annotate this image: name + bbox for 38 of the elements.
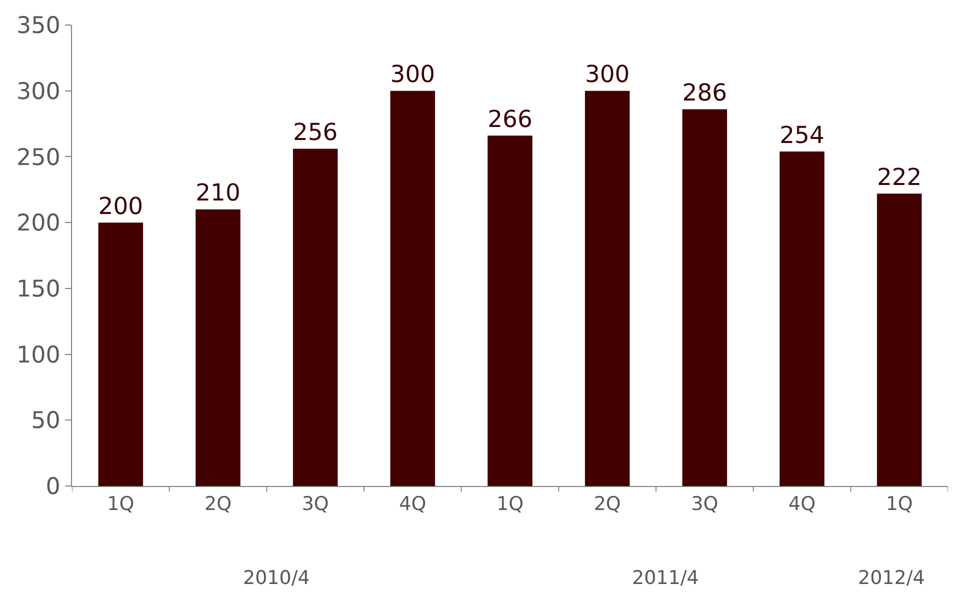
x-tick-label: 2Q xyxy=(594,492,621,515)
data-label: 286 xyxy=(682,78,728,107)
y-tick-label: 100 xyxy=(16,342,60,368)
data-label: 200 xyxy=(98,192,144,220)
bar xyxy=(390,90,436,486)
data-label: 254 xyxy=(780,120,824,149)
text: 2012/4 xyxy=(858,567,925,589)
x-tick-label: 1Q xyxy=(107,492,134,515)
x-tick-label: 2Q xyxy=(204,492,232,515)
bar xyxy=(292,148,338,486)
bar xyxy=(780,151,824,486)
bar xyxy=(488,136,532,486)
bar xyxy=(98,222,144,486)
data-label: 256 xyxy=(292,118,338,146)
y-tick-label: 300 xyxy=(16,78,60,105)
data-label: 300 xyxy=(584,60,630,88)
bar xyxy=(876,194,922,486)
x-tick-label: 4Q xyxy=(399,492,426,515)
bar xyxy=(682,109,728,486)
y-tick-label: 150 xyxy=(16,276,60,302)
data-label: 222 xyxy=(876,162,922,191)
y-tick-label: 350 xyxy=(16,13,60,40)
bar xyxy=(196,209,240,486)
bar xyxy=(584,90,630,486)
text: 2011/4 xyxy=(632,567,699,589)
y-tick-label: 0 xyxy=(46,474,60,500)
x-tick-label: 3Q xyxy=(691,492,718,515)
data-label: 266 xyxy=(488,104,532,133)
x-tick-label: 1Q xyxy=(886,492,913,515)
x-tick-label: 1Q xyxy=(496,492,524,515)
data-label: 300 xyxy=(390,60,436,88)
text: 2010/4 xyxy=(243,567,310,589)
y-tick-label: 250 xyxy=(16,144,60,171)
y-tick-label: 200 xyxy=(16,210,60,237)
data-label: 210 xyxy=(196,178,240,207)
y-tick-label: 50 xyxy=(31,408,60,434)
x-tick-label: 3Q xyxy=(302,492,329,515)
x-tick-label: 4Q xyxy=(788,492,816,515)
